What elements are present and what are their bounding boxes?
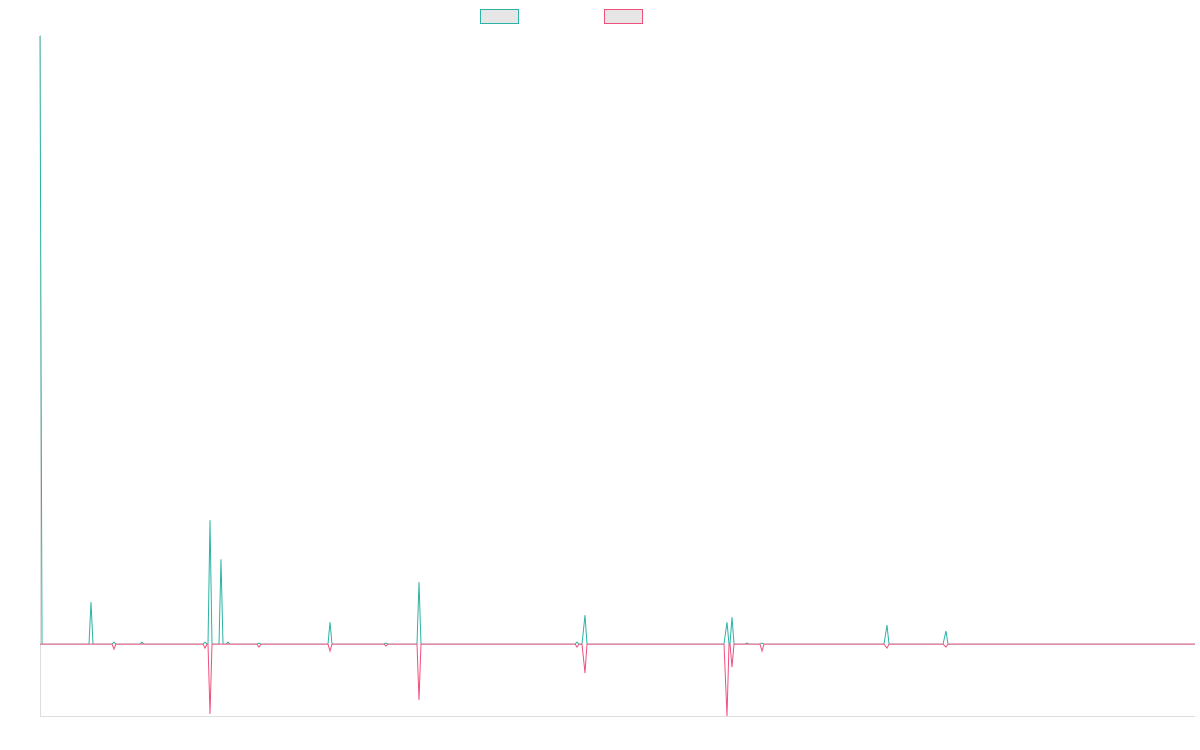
series-line-2 xyxy=(40,643,1195,717)
series-line-1 xyxy=(39,35,1195,645)
legend-swatch-series-2[interactable] xyxy=(604,9,643,24)
series-layer xyxy=(39,35,1195,717)
legend-swatch-series-1[interactable] xyxy=(480,9,519,24)
